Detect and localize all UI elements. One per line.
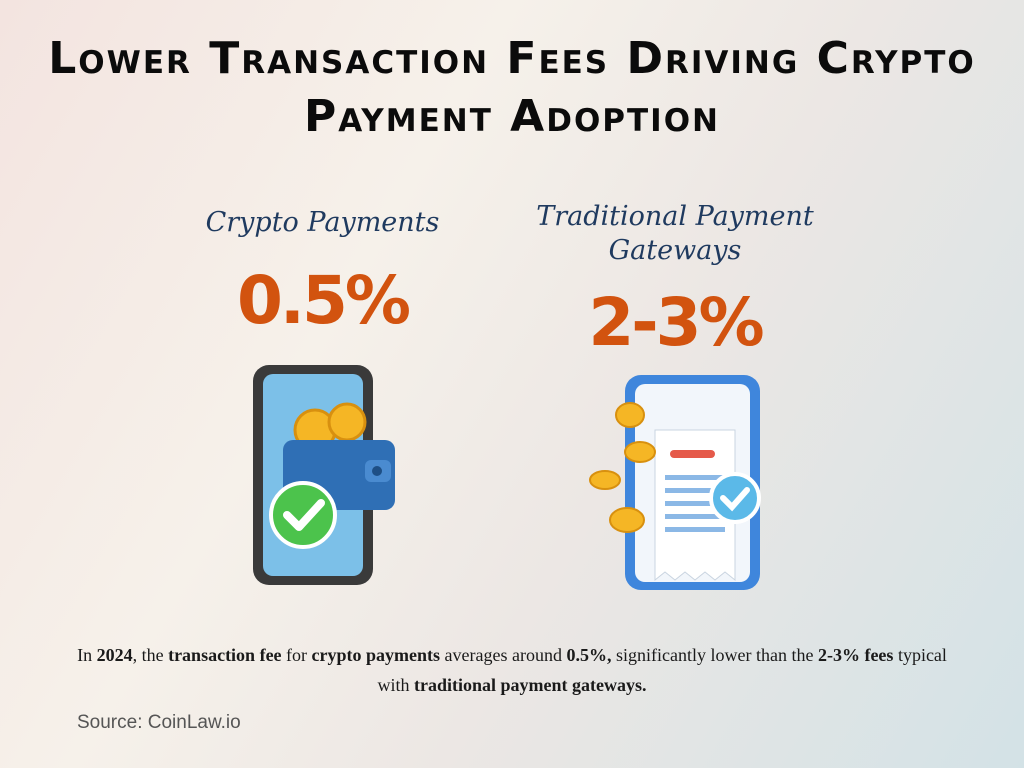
description-text: averages around — [440, 645, 567, 665]
phone-wallet-check-icon — [253, 365, 395, 585]
page-title: Lower Transaction Fees Driving Crypto Pa… — [48, 33, 976, 142]
description-text: In — [77, 645, 97, 665]
description-emphasis: crypto payments — [311, 645, 441, 665]
description-emphasis: traditional payment gateways. — [414, 675, 647, 695]
traditional-label: Traditional Payment Gateways — [536, 201, 814, 266]
description-text: , the — [132, 645, 169, 665]
description-text: for — [281, 645, 312, 665]
traditional-value: 2-3% — [588, 284, 764, 361]
crypto-value: 0.5% — [236, 262, 411, 339]
description: In 2024, the transaction fee for crypto … — [60, 640, 964, 700]
description-text: typical with — [377, 645, 947, 695]
description-text: significantly lower than the — [611, 645, 818, 665]
description-emphasis: 0.5%, — [566, 645, 612, 665]
description-emphasis: 2024 — [96, 645, 133, 665]
source-text: Source: CoinLaw.io — [77, 712, 241, 733]
crypto-label: Crypto Payments — [205, 207, 440, 238]
description-emphasis: transaction fee — [168, 645, 282, 665]
phone-receipt-coins-icon — [589, 375, 761, 590]
description-emphasis: 2-3% fees — [817, 645, 894, 665]
